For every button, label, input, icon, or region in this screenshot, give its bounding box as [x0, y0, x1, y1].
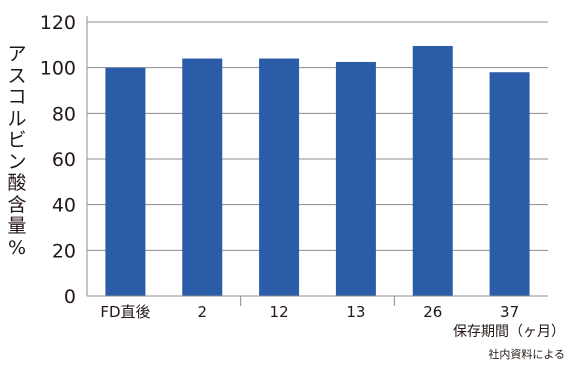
bar — [259, 58, 300, 297]
y-tick-label: 20 — [52, 240, 76, 262]
gridlines — [87, 21, 548, 251]
y-axis-label-char: ビ — [7, 129, 27, 151]
x-tick-label: 13 — [346, 303, 365, 321]
y-tick-label: 80 — [52, 103, 76, 125]
y-tick-label: 0 — [64, 286, 76, 308]
x-tick-label: FD直後 — [100, 303, 150, 321]
bar — [105, 67, 146, 297]
y-axis-label: アスコルビン酸含量% — [4, 43, 30, 259]
y-tick-label: 40 — [52, 195, 76, 217]
x-tick-label: 26 — [423, 303, 442, 321]
bar — [412, 45, 453, 296]
y-axis-label-char: 含 — [7, 193, 27, 216]
x-tick-label: 2 — [197, 303, 207, 321]
y-axis-label-char: 量 — [7, 215, 27, 237]
bars — [105, 45, 530, 297]
y-axis-label-char: コ — [7, 86, 27, 108]
x-tick-label: 37 — [500, 303, 519, 321]
y-axis-label-char: % — [7, 236, 27, 259]
y-axis-label-char: ア — [7, 43, 27, 65]
y-tick-label: 100 — [40, 58, 76, 80]
y-tick-labels: 0 20 40 60 80 100 120 — [40, 12, 76, 308]
bar — [335, 61, 376, 297]
axes — [86, 16, 548, 306]
x-tick-label: 12 — [270, 303, 289, 321]
bar — [182, 58, 223, 297]
x-axis-label: 保存期間（ヶ月） — [453, 324, 565, 340]
y-axis-label-char: ン — [7, 150, 27, 173]
x-tick-labels: FD直後 2 12 13 26 37 — [100, 303, 519, 321]
y-tick-label: 60 — [52, 149, 76, 171]
source-note: 社内資料による — [488, 348, 565, 361]
y-axis-label-char: ス — [7, 64, 27, 87]
bar — [489, 72, 530, 296]
y-axis-label-char: 酸 — [7, 172, 27, 194]
y-tick-label: 120 — [40, 12, 76, 34]
y-axis-label-char: ル — [7, 107, 27, 130]
